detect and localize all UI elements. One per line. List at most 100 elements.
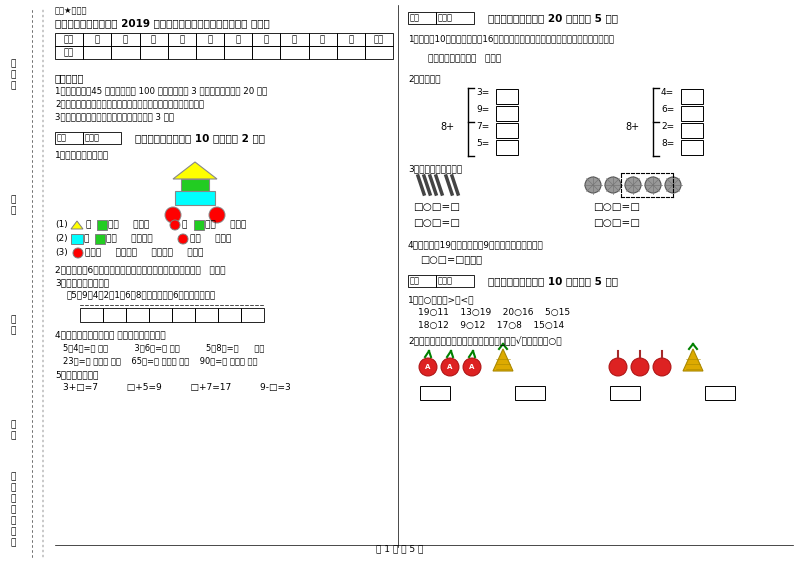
Text: 八: 八 <box>292 35 297 44</box>
Bar <box>496 106 518 121</box>
Text: 8=: 8= <box>661 139 674 148</box>
Text: A: A <box>447 364 452 370</box>
Text: 九: 九 <box>320 35 325 44</box>
Polygon shape <box>173 162 217 179</box>
Text: A: A <box>425 364 430 370</box>
Text: 考试须知：: 考试须知： <box>55 73 84 83</box>
Text: 的（     ）面，在: 的（ ）面，在 <box>106 234 153 243</box>
Bar <box>111 46 139 59</box>
Text: 答：小云送给小丽（   ）只。: 答：小云送给小丽（ ）只。 <box>428 54 501 63</box>
Text: 得分: 得分 <box>57 133 67 142</box>
Text: 班
级: 班 级 <box>10 195 16 215</box>
Text: 座
位
（
密
封
线
）: 座 位 （ 密 封 线 ） <box>10 472 16 548</box>
Text: 在5、9、4、2、1、6、8、中，把小于6的数写在下面。: 在5、9、4、2、1、6、8、中，把小于6的数写在下面。 <box>67 290 216 299</box>
Bar <box>496 89 518 104</box>
Text: 二、我会算（本题共 20 分，每题 5 分）: 二、我会算（本题共 20 分，每题 5 分） <box>488 13 618 23</box>
Bar <box>280 33 309 46</box>
Text: 得分: 得分 <box>64 48 74 57</box>
Text: 5．在口里填数。: 5．在口里填数。 <box>55 370 98 379</box>
Text: 的（     ）面。: 的（ ）面。 <box>190 234 231 243</box>
Text: 2．比一比，画一画（会换算填），最重的画√，最轻的画○。: 2．比一比，画一画（会换算填），最重的画√，最轻的画○。 <box>408 337 562 346</box>
Text: 3．想一想，填一填。: 3．想一想，填一填。 <box>55 278 109 287</box>
Text: □○□=□: □○□=□ <box>593 202 640 212</box>
Bar <box>196 33 224 46</box>
Bar <box>705 386 735 400</box>
Bar <box>55 33 83 46</box>
Bar <box>436 275 474 287</box>
Bar <box>55 46 83 59</box>
Bar <box>681 106 703 121</box>
Bar <box>168 33 196 46</box>
Bar <box>496 140 518 155</box>
Text: 23分=（ ）角（ ）分    65角=（ ）元（ ）角    90角=（ ）元（ ）角: 23分=（ ）角（ ）分 65角=（ ）元（ ）角 90角=（ ）元（ ）角 <box>63 356 258 365</box>
Circle shape <box>631 358 649 376</box>
Polygon shape <box>71 221 83 229</box>
Circle shape <box>665 177 681 193</box>
Bar <box>420 386 450 400</box>
Text: 3．不要在试卷上乱写乱画，卷面不整洁扣 3 分。: 3．不要在试卷上乱写乱画，卷面不整洁扣 3 分。 <box>55 112 174 121</box>
Bar <box>55 132 83 144</box>
Bar <box>365 33 393 46</box>
Text: 第 1 页 共 5 页: 第 1 页 共 5 页 <box>376 544 424 553</box>
Text: 2=: 2= <box>661 122 674 131</box>
Text: 8+: 8+ <box>625 122 639 132</box>
Bar <box>252 46 280 59</box>
Text: 得分: 得分 <box>410 276 420 285</box>
Text: 四: 四 <box>179 35 184 44</box>
Circle shape <box>609 358 627 376</box>
Text: 5=: 5= <box>476 139 490 148</box>
Bar <box>83 46 111 59</box>
Text: 在: 在 <box>84 234 90 243</box>
Circle shape <box>463 358 481 376</box>
Bar <box>83 132 121 144</box>
Circle shape <box>209 207 225 223</box>
Circle shape <box>625 177 641 193</box>
Bar <box>218 308 241 322</box>
Bar <box>149 308 172 322</box>
Bar <box>196 46 224 59</box>
Text: 8+: 8+ <box>440 122 454 132</box>
Bar <box>126 308 149 322</box>
Text: 六: 六 <box>235 35 241 44</box>
Text: 审
卷
人: 审 卷 人 <box>10 59 16 90</box>
Bar <box>80 308 103 322</box>
Polygon shape <box>683 349 703 371</box>
Bar <box>224 33 252 46</box>
Text: 七: 七 <box>264 35 269 44</box>
Text: 三、我会比（本题共 10 分，每题 5 分）: 三、我会比（本题共 10 分，每题 5 分） <box>488 276 618 286</box>
Bar <box>496 123 518 138</box>
Text: 评卷人: 评卷人 <box>438 13 453 22</box>
Bar <box>610 386 640 400</box>
Text: 在: 在 <box>85 220 90 229</box>
Text: A: A <box>469 364 474 370</box>
Text: 学
号: 学 号 <box>10 420 16 440</box>
Bar <box>280 46 309 59</box>
Text: 4=: 4= <box>661 88 674 97</box>
Text: 4．人民币的认识，在（ ）里填上合适的数。: 4．人民币的认识，在（ ）里填上合适的数。 <box>55 330 166 339</box>
Text: □○□=□（只）: □○□=□（只） <box>420 254 482 264</box>
Bar <box>71 234 83 244</box>
Text: (1): (1) <box>55 220 68 229</box>
Text: 评卷人: 评卷人 <box>438 276 453 285</box>
Bar <box>252 33 280 46</box>
Text: 1．在○里填上>或<。: 1．在○里填上>或<。 <box>408 295 474 304</box>
Text: 5角4分=（ ）分          3元6角=（ ）角          5元8角=（      ）角: 5角4分=（ ）分 3元6角=（ ）角 5元8角=（ ）角 <box>63 343 264 352</box>
Text: 湘西土家族苗族自治州 2019 年一年级数学上学期开学检测试卷 附答案: 湘西土家族苗族自治州 2019 年一年级数学上学期开学检测试卷 附答案 <box>55 18 270 28</box>
Text: 的（     ）面。: 的（ ）面。 <box>205 220 246 229</box>
Bar <box>224 46 252 59</box>
Bar <box>103 308 126 322</box>
Text: 7=: 7= <box>476 122 490 131</box>
Text: 评卷人: 评卷人 <box>85 133 100 142</box>
Polygon shape <box>493 349 513 371</box>
Bar <box>175 191 215 205</box>
Bar <box>681 89 703 104</box>
Text: 2．算一算。: 2．算一算。 <box>408 74 441 83</box>
Bar <box>408 12 436 24</box>
Text: 一: 一 <box>94 35 100 44</box>
Text: 2．小蕊今年6岁，正好是姐姐年龄的一半，你说姐姐今年（   ）岁。: 2．小蕊今年6岁，正好是姐姐年龄的一半，你说姐姐今年（ ）岁。 <box>55 265 226 274</box>
Circle shape <box>585 177 601 193</box>
Circle shape <box>419 358 437 376</box>
Text: 3．看图列算式计算。: 3．看图列算式计算。 <box>408 164 462 173</box>
Text: 3=: 3= <box>476 88 490 97</box>
Bar <box>139 33 168 46</box>
